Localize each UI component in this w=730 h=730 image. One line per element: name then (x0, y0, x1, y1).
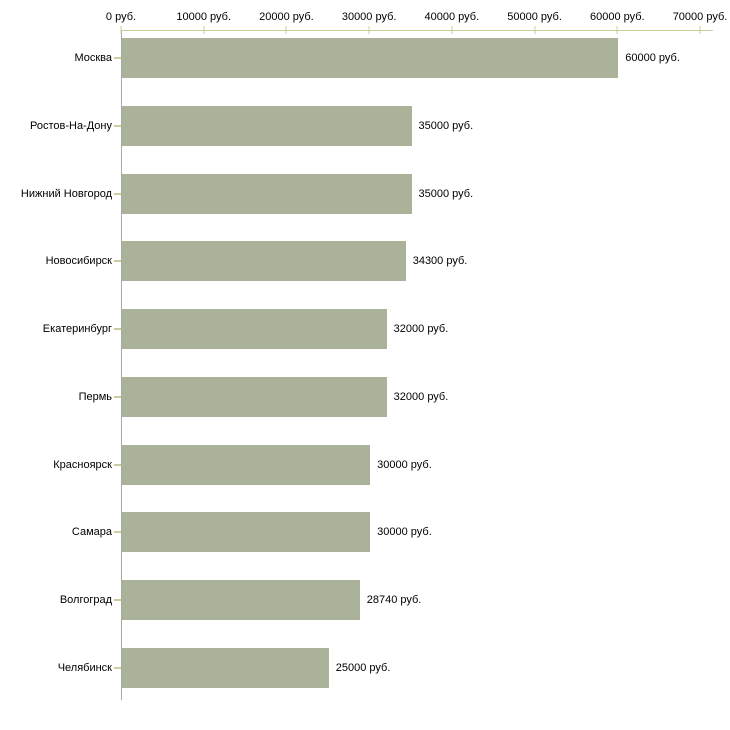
x-axis-tick-label: 50000 руб. (507, 11, 562, 23)
category-tick (114, 192, 121, 195)
category-tick (114, 57, 121, 59)
y-axis-line (121, 30, 122, 700)
value-label: 60000 руб. (625, 52, 680, 64)
bar (122, 444, 371, 485)
category-label: Нижний Новгород (20, 187, 112, 200)
category-label: Пермь (78, 390, 112, 403)
category-label: Ростов-На-Дону (29, 119, 112, 132)
bar (122, 309, 387, 350)
x-axis-tick (120, 26, 122, 34)
category-label: Челябинск (57, 662, 112, 675)
bar (122, 648, 329, 689)
category-tick (114, 124, 121, 127)
bar (122, 241, 406, 282)
x-axis-tick (203, 26, 205, 34)
category-label: Волгоград (59, 594, 112, 607)
value-label: 34300 руб. (412, 255, 468, 268)
x-axis-tick (285, 26, 287, 34)
x-axis-tick (699, 26, 701, 34)
x-axis-tick (534, 26, 536, 34)
value-label: 32000 руб. (393, 390, 449, 403)
bar (122, 512, 371, 553)
x-axis-tick-label: 40000 руб. (424, 11, 480, 23)
value-label: 30000 руб. (377, 526, 432, 539)
category-tick (114, 667, 121, 670)
x-axis-tick (368, 26, 370, 34)
bar (122, 173, 412, 214)
category-label: Москва (74, 52, 112, 64)
category-tick (114, 395, 121, 398)
x-axis-tick-label: 60000 руб. (589, 11, 645, 23)
category-label: Екатеринбург (42, 323, 112, 336)
category-label: Самара (71, 526, 112, 539)
bar (122, 376, 387, 417)
value-label: 32000 руб. (393, 323, 449, 336)
value-label: 30000 руб. (377, 458, 432, 471)
x-axis-tick-label: 30000 руб. (341, 11, 397, 23)
x-axis-line (121, 30, 713, 31)
category-tick (114, 531, 121, 534)
x-axis-tick (451, 26, 453, 34)
value-label: 35000 руб. (418, 119, 474, 132)
category-tick (114, 328, 121, 331)
value-label: 35000 руб. (418, 187, 474, 200)
x-axis-tick-label: 10000 руб. (176, 11, 232, 23)
category-label: Красноярск (53, 458, 112, 471)
category-tick (114, 260, 121, 263)
bar (122, 38, 619, 78)
category-tick (114, 599, 121, 602)
category-label: Новосибирск (45, 255, 112, 268)
value-label: 25000 руб. (335, 662, 391, 675)
x-axis-tick-label: 70000 руб. (672, 11, 728, 23)
value-label: 28740 руб. (366, 594, 422, 607)
x-axis-tick-label: 20000 руб. (259, 11, 314, 23)
bar (122, 580, 360, 621)
x-axis-tick (616, 26, 618, 34)
category-tick (114, 463, 121, 466)
x-axis-tick-label: 0 руб. (105, 11, 137, 23)
bar (122, 105, 412, 146)
